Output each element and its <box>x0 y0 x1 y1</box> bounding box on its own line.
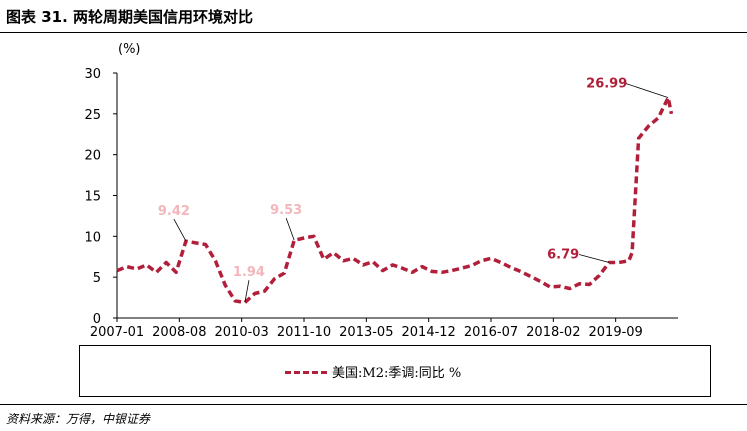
data-label: 9.53 <box>270 203 302 218</box>
legend-label: 美国:M2:季调:同比 % <box>332 366 462 381</box>
y-unit-label: (%) <box>118 42 141 57</box>
data-label: 26.99 <box>586 77 627 92</box>
chart-axes: (%) 0 5 10 15 20 25 30 2007-01 2008-08 2010-03 2011… <box>84 42 678 340</box>
x-tick-label: 2013-05 <box>339 325 393 340</box>
data-label: 6.79 <box>547 248 579 263</box>
chart-title: 图表 31. 两轮周期美国信用环境对比 <box>6 8 254 26</box>
chart-plot-area <box>116 95 674 305</box>
data-label: 1.94 <box>233 265 265 280</box>
legend-swatch <box>285 371 327 374</box>
y-tick-label: 30 <box>84 67 101 82</box>
data-label: 9.42 <box>158 204 190 219</box>
data-label-leader <box>626 83 669 98</box>
x-tick-label: 2018-02 <box>526 325 580 340</box>
data-label-leader <box>244 280 250 303</box>
y-tick-label: 15 <box>84 190 101 205</box>
data-label-leader <box>173 218 187 242</box>
y-tick-label: 20 <box>84 149 101 164</box>
data-label-leader <box>285 218 295 241</box>
x-tick-label: 2011-10 <box>277 325 331 340</box>
series-line-us-m2 <box>116 95 674 305</box>
x-tick-label: 2010-03 <box>215 325 269 340</box>
y-tick-label: 5 <box>93 271 101 286</box>
data-label-leader <box>579 254 610 263</box>
x-tick-label: 2014-12 <box>402 325 456 340</box>
legend: 美国:M2:季调:同比 % <box>79 345 711 397</box>
line-chart: (%) 0 5 10 15 20 25 30 2007-01 2008-08 2010-03 2011… <box>84 42 678 340</box>
source-divider <box>0 404 747 405</box>
x-tick-label: 2008-08 <box>152 325 206 340</box>
title-bar: 图表 31. 两轮周期美国信用环境对比 <box>0 0 747 33</box>
source-note: 资料来源：万得，中银证券 <box>6 412 151 426</box>
chart-annotations: 9.42 1.94 9.53 6.79 26.99 <box>158 77 669 303</box>
x-tick-label: 2007-01 <box>90 325 144 340</box>
y-tick-label: 0 <box>93 312 101 327</box>
y-tick-label: 25 <box>84 108 101 123</box>
y-tick-label: 10 <box>84 230 101 245</box>
x-tick-label: 2019-09 <box>589 325 643 340</box>
x-tick-label: 2016-07 <box>464 325 518 340</box>
